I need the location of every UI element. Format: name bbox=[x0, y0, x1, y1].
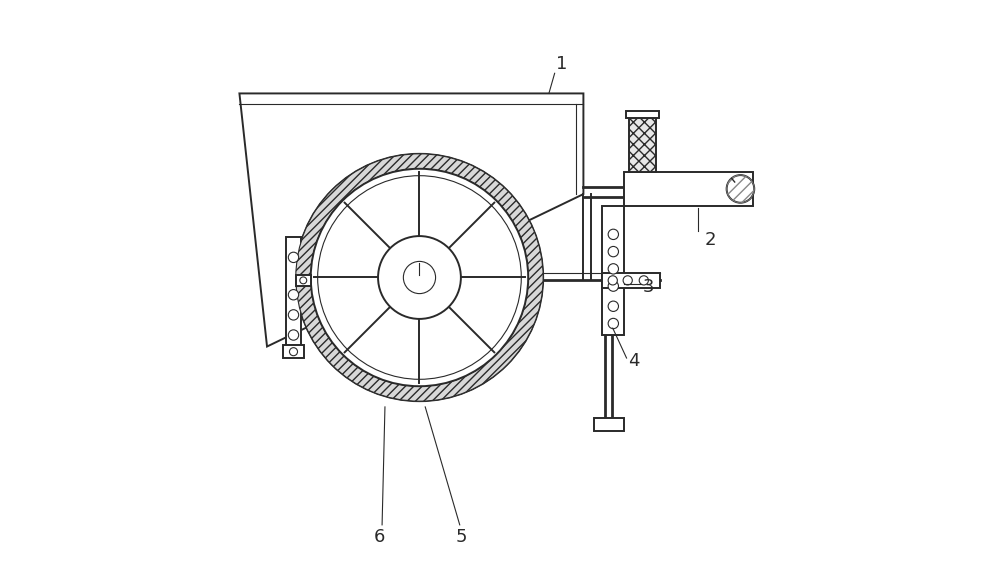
Circle shape bbox=[289, 348, 298, 355]
Circle shape bbox=[608, 318, 618, 329]
Circle shape bbox=[288, 330, 299, 340]
Bar bbox=[296, 275, 311, 286]
Bar bbox=[602, 273, 660, 288]
Polygon shape bbox=[239, 94, 583, 347]
Circle shape bbox=[288, 252, 299, 262]
Bar bbox=[286, 237, 301, 347]
Text: 5: 5 bbox=[455, 528, 467, 546]
Circle shape bbox=[300, 277, 307, 284]
Circle shape bbox=[608, 264, 618, 274]
Circle shape bbox=[639, 276, 648, 285]
Circle shape bbox=[288, 290, 299, 300]
Circle shape bbox=[403, 261, 436, 294]
Circle shape bbox=[727, 175, 754, 203]
Bar bbox=[283, 346, 304, 358]
Text: 2: 2 bbox=[704, 231, 716, 250]
Circle shape bbox=[608, 229, 618, 239]
Circle shape bbox=[296, 154, 543, 401]
Bar bbox=[626, 110, 659, 117]
Text: 3: 3 bbox=[643, 277, 654, 296]
Circle shape bbox=[288, 310, 299, 320]
Text: 4: 4 bbox=[628, 352, 639, 370]
Bar bbox=[624, 172, 753, 206]
Circle shape bbox=[608, 246, 618, 257]
Wedge shape bbox=[296, 154, 543, 401]
Circle shape bbox=[608, 281, 618, 291]
Text: 1: 1 bbox=[556, 55, 568, 73]
Circle shape bbox=[378, 236, 461, 319]
Bar bbox=[629, 117, 656, 172]
Circle shape bbox=[608, 301, 618, 312]
Circle shape bbox=[623, 276, 632, 285]
Bar bbox=[594, 418, 624, 431]
Circle shape bbox=[608, 276, 617, 285]
Bar bbox=[602, 206, 624, 335]
Text: 6: 6 bbox=[374, 528, 385, 546]
Circle shape bbox=[311, 169, 528, 386]
